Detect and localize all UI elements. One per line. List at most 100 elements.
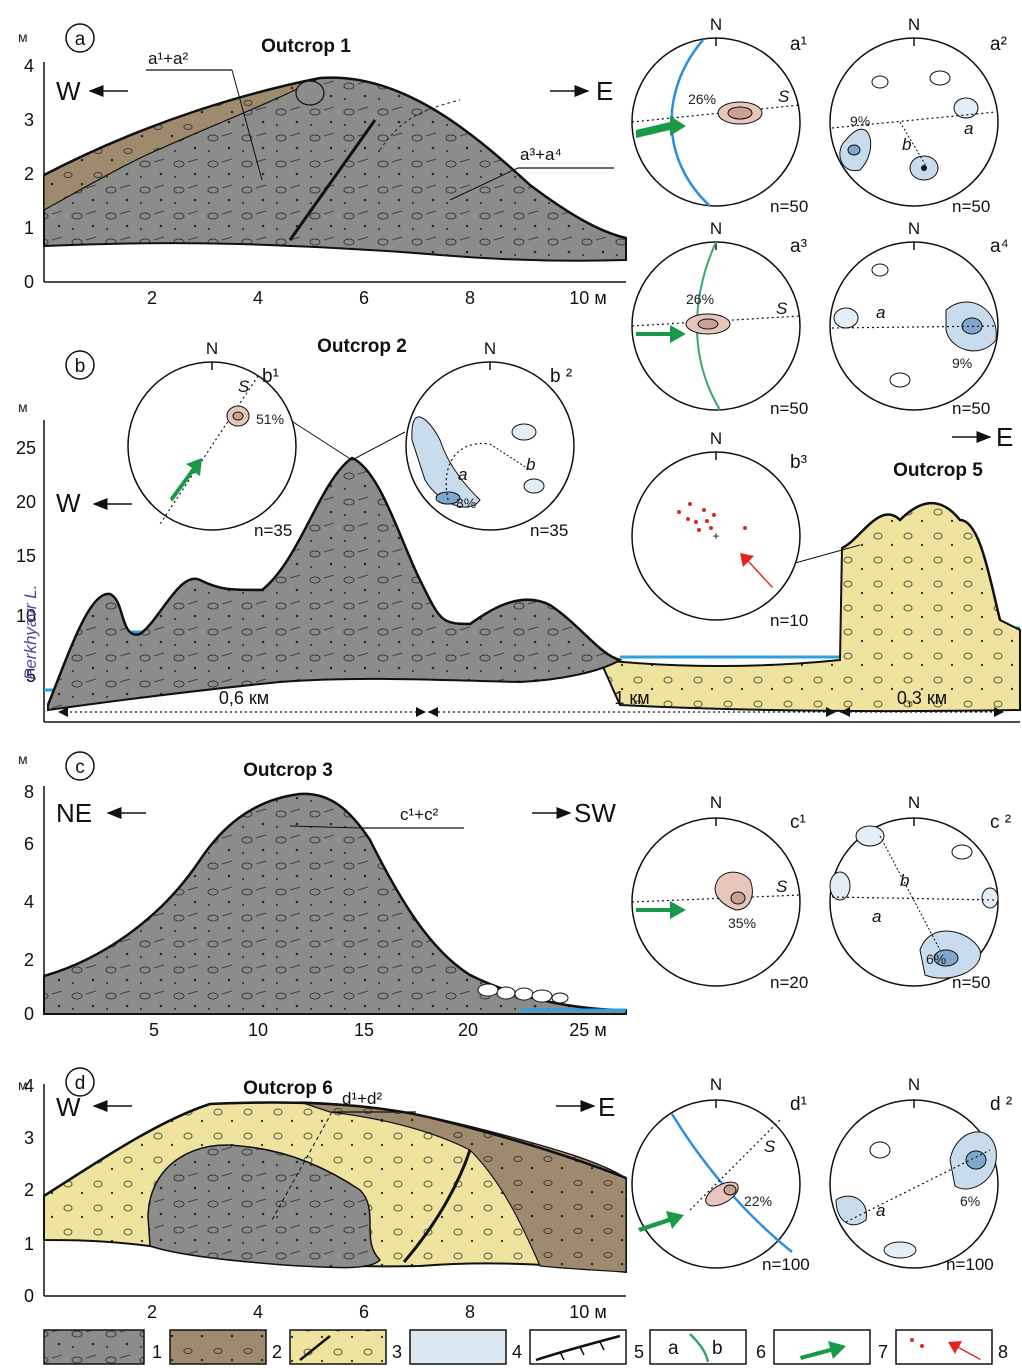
axis-a-label: a bbox=[458, 465, 467, 484]
axis-b-line bbox=[879, 835, 941, 951]
red-point bbox=[920, 1344, 924, 1348]
legend-label: 2 bbox=[272, 1342, 282, 1362]
x-tick: 8 bbox=[465, 1302, 475, 1322]
red-point-cluster bbox=[677, 502, 747, 532]
stereonet-label: a³ bbox=[790, 236, 807, 257]
green-arrow-icon bbox=[170, 458, 202, 502]
panel-b-direction-right: E bbox=[952, 422, 1013, 452]
y-tick: 20 bbox=[16, 492, 36, 512]
panel-d-x-ticks: 2 4 6 8 10 м bbox=[147, 1302, 607, 1322]
legend-swatch bbox=[169, 1329, 267, 1365]
sample-count: n=50 bbox=[770, 197, 808, 216]
stereonet-a4: N a⁴ a 9% n=50 bbox=[829, 219, 1009, 418]
panel-d-fault bbox=[402, 1149, 472, 1263]
panel-c-boulders bbox=[477, 983, 569, 1004]
panel-b-distance-3: 0,3 км bbox=[840, 688, 1004, 717]
panel-d-gray-till bbox=[147, 1144, 382, 1269]
density-contour bbox=[933, 949, 959, 967]
dir-label: SW bbox=[574, 798, 616, 828]
panel-b-letter-circle bbox=[65, 350, 95, 380]
x-tick: 4 bbox=[253, 1302, 263, 1322]
density-contour bbox=[869, 1141, 891, 1159]
panel-b-distance-2: 1 км bbox=[428, 688, 836, 717]
panel-d-surface bbox=[43, 1101, 627, 1198]
stereonet-d2: N d ² a 6% n=100 bbox=[829, 1075, 1012, 1274]
panel-d-letter: d bbox=[75, 1073, 86, 1094]
y-tick: 3 bbox=[24, 1128, 34, 1148]
red-point bbox=[705, 519, 709, 523]
panel-c-unit: м bbox=[18, 751, 28, 767]
axis-a-line bbox=[831, 896, 997, 901]
red-point bbox=[910, 1338, 914, 1342]
panel-a-letter-circle bbox=[65, 23, 95, 53]
y-tick: 15 bbox=[16, 546, 36, 566]
panel-b-outcrop5-title: Outcrop 5 bbox=[893, 460, 983, 481]
axis-a-label: a bbox=[876, 303, 885, 322]
s-label: S bbox=[764, 1137, 776, 1156]
density-contour bbox=[730, 891, 746, 905]
stereonet-b2: N b ² a b 8% n=35 bbox=[405, 339, 575, 540]
max-density: 22% bbox=[744, 1193, 772, 1209]
dir-label: W bbox=[56, 76, 81, 106]
callout-label: a¹+a² bbox=[148, 49, 188, 68]
density-peak bbox=[921, 165, 927, 171]
legend-swatch bbox=[409, 1329, 507, 1365]
legend-item-7: 7 bbox=[773, 1329, 888, 1365]
panel-b-unit: м bbox=[18, 399, 28, 415]
shear-direction bbox=[631, 104, 801, 123]
panel-a-unit: м bbox=[18, 29, 28, 45]
boulder bbox=[477, 983, 499, 997]
axis-b-label: b bbox=[900, 871, 909, 890]
sample-count: n=35 bbox=[254, 521, 292, 540]
red-point bbox=[712, 513, 716, 517]
north-label: N bbox=[908, 15, 920, 34]
density-contour bbox=[835, 1195, 867, 1226]
red-arrow-icon bbox=[740, 553, 773, 588]
y-tick: 6 bbox=[24, 834, 34, 854]
density-contour bbox=[723, 1184, 737, 1196]
density-contour bbox=[833, 307, 859, 329]
panel-a-shear-line bbox=[379, 99, 461, 151]
x-tick: 8 bbox=[465, 288, 475, 308]
panel-d-direction-left: W bbox=[56, 1092, 132, 1122]
legend-label: 8 bbox=[998, 1342, 1008, 1362]
y-tick: 4 bbox=[24, 1076, 34, 1096]
max-density: 26% bbox=[686, 291, 714, 307]
green-arrow-icon bbox=[638, 1211, 684, 1232]
max-density: 9% bbox=[952, 355, 972, 371]
stereonet-c1: N c¹ 35% S n=20 bbox=[631, 793, 808, 992]
callout-leader bbox=[449, 167, 519, 201]
y-tick: 2 bbox=[24, 164, 34, 184]
density-contour bbox=[511, 423, 537, 441]
x-tick: 15 bbox=[354, 1020, 374, 1040]
panel-c-letter-circle bbox=[65, 751, 95, 781]
stereonet-b3: N b³ + n=10 bbox=[631, 429, 808, 630]
density-contour bbox=[523, 478, 545, 494]
x-tick: 6 bbox=[359, 288, 369, 308]
y-tick: 2 bbox=[24, 1180, 34, 1200]
boulder bbox=[514, 987, 534, 1001]
stereonet-label: a² bbox=[990, 34, 1007, 55]
axis-a-label: a bbox=[872, 907, 881, 926]
north-label: N bbox=[710, 219, 722, 238]
y-tick: 0 bbox=[24, 1004, 34, 1024]
x-tick: 2 bbox=[147, 1302, 157, 1322]
density-contour bbox=[953, 97, 979, 119]
y-tick: 4 bbox=[24, 892, 34, 912]
y-tick: 0 bbox=[24, 1286, 34, 1306]
legend-swatch-ticks bbox=[559, 1341, 605, 1361]
max-density: 26% bbox=[688, 91, 716, 107]
x-tick: 10 bbox=[248, 1020, 268, 1040]
stereonet-label: b³ bbox=[790, 452, 807, 473]
distance-label: 0,3 км bbox=[897, 688, 947, 708]
density-contour bbox=[883, 1241, 917, 1259]
sample-count: n=20 bbox=[770, 973, 808, 992]
sample-count: n=35 bbox=[530, 521, 568, 540]
y-tick: 1 bbox=[24, 1234, 34, 1254]
panel-a-title: Outcrop 1 bbox=[261, 36, 351, 57]
axis-a-line bbox=[445, 442, 491, 501]
legend-swatch bbox=[773, 1329, 871, 1365]
axis-b-label: b bbox=[526, 455, 535, 474]
y-tick: 2 bbox=[24, 950, 34, 970]
